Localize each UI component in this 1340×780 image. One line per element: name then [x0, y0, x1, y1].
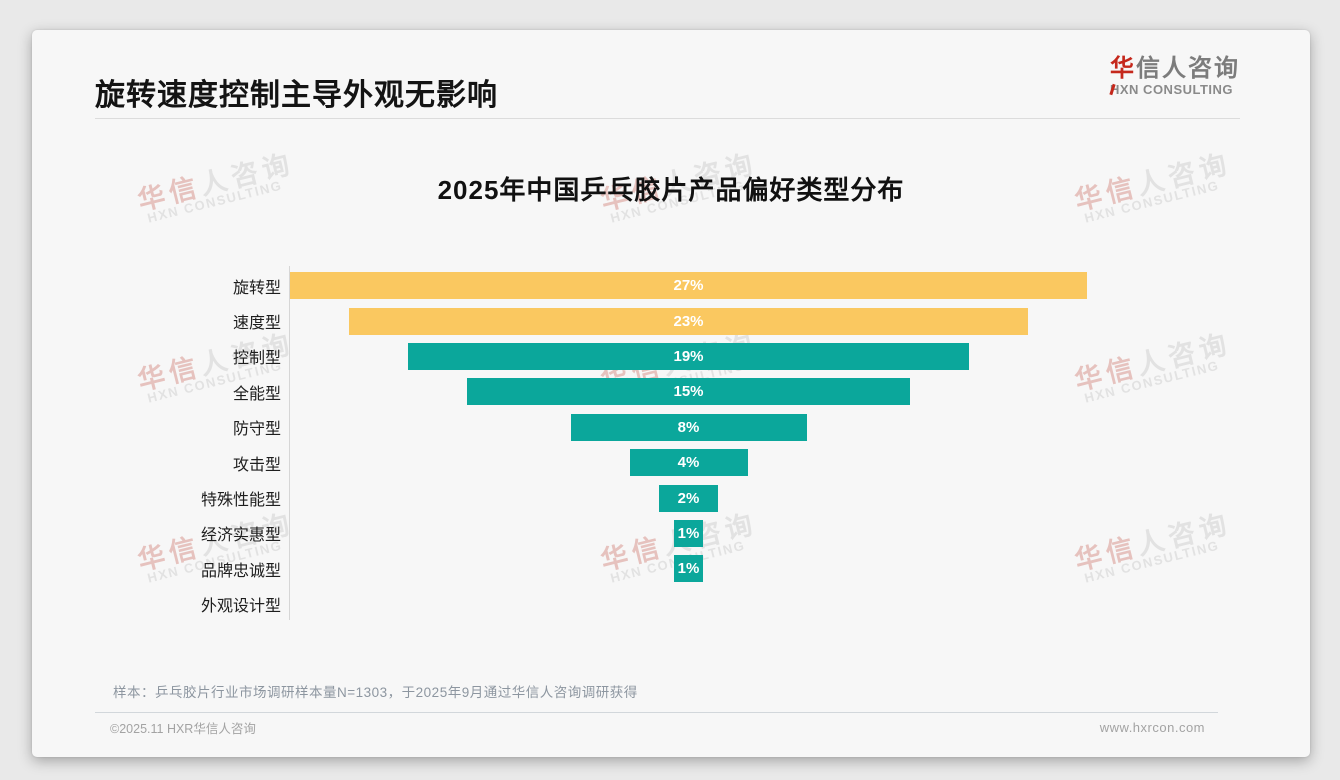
funnel-chart: 旋转型 27% 速度型 23% 控制型 19% 全能型 15% 防守型 8% 攻击型 4% 特殊性能型 2… — [32, 268, 1310, 622]
category-label: 品牌忠诚型 — [200, 562, 281, 580]
bar-value-label: 15% — [673, 383, 704, 401]
copyright-text: ©2025.11 HXR华信人咨询 — [110, 722, 256, 736]
bar-zone: 2% — [290, 484, 1087, 512]
chart-row: 攻击型 4% — [32, 445, 1310, 480]
bar-zone: 23% — [290, 307, 1087, 335]
chart-row: 速度型 23% — [32, 303, 1310, 338]
bar-zone: 1% — [290, 519, 1087, 547]
bar-value-label: 23% — [673, 312, 704, 330]
category-label: 经济实惠型 — [200, 527, 281, 545]
funnel-bar: 19% — [408, 342, 969, 370]
logo-accent-char: 华 — [1110, 55, 1136, 82]
chart-row: 经济实惠型 1% — [32, 516, 1310, 551]
bar-zone: 1% — [290, 555, 1087, 583]
bar-value-label: 4% — [677, 454, 700, 472]
sample-footnote: 样本：乒乓胶片行业市场调研样本量N=1303，于2025年9月通过华信人咨询调研… — [113, 685, 638, 700]
category-label: 旋转型 — [232, 279, 281, 297]
funnel-bar: 23% — [349, 307, 1028, 335]
funnel-bar: 1% — [673, 555, 704, 583]
chart-title: 2025年中国乒乓胶片产品偏好类型分布 — [437, 175, 905, 205]
funnel-bar: 2% — [659, 484, 718, 512]
bar-zone: 27% — [290, 272, 1087, 300]
logo-text: 华信人咨询 — [1110, 55, 1240, 82]
chart-row: 外观设计型 — [32, 587, 1310, 622]
bar-zone: 19% — [290, 342, 1087, 370]
funnel-bar: 27% — [290, 272, 1087, 300]
bar-value-label: 27% — [673, 277, 704, 295]
funnel-bar: 8% — [570, 413, 807, 441]
page-title: 旋转速度控制主导外观无影响 — [95, 79, 498, 112]
category-label: 控制型 — [232, 350, 281, 368]
bar-zone: 15% — [290, 378, 1087, 406]
bar-value-label: 1% — [677, 524, 700, 542]
category-label: 防守型 — [232, 421, 281, 439]
logo-subtitle: HXN CONSULTING — [1109, 82, 1234, 98]
chart-row: 控制型 19% — [32, 339, 1310, 374]
chart-row: 特殊性能型 2% — [32, 480, 1310, 515]
funnel-bar: 1% — [673, 519, 704, 547]
category-label: 特殊性能型 — [200, 492, 281, 510]
bar-zone: 8% — [290, 413, 1087, 441]
bar-value-label: 1% — [677, 560, 700, 578]
header-divider — [95, 118, 1240, 119]
chart-axis-line — [289, 266, 290, 620]
slide-card: 华信人咨询 HXN CONSULTING 华信人咨询 HXN CONSULTING 华信… — [32, 30, 1310, 757]
footer-divider — [95, 712, 1218, 713]
category-label: 外观设计型 — [200, 598, 281, 616]
logo-rest-chars: 信人咨询 — [1136, 55, 1240, 82]
company-logo: 华信人咨询 HXN CONSULTING — [1109, 55, 1240, 98]
chart-row: 旋转型 27% — [32, 268, 1310, 303]
chart-row: 全能型 15% — [32, 374, 1310, 409]
bar-value-label: 8% — [677, 418, 700, 436]
category-label: 全能型 — [232, 385, 281, 403]
bar-value-label: 2% — [677, 489, 700, 507]
bar-zone: 4% — [290, 449, 1087, 477]
category-label: 速度型 — [232, 315, 281, 333]
chart-row: 防守型 8% — [32, 410, 1310, 445]
category-label: 攻击型 — [232, 456, 281, 474]
funnel-bar: 15% — [467, 378, 910, 406]
chart-row: 品牌忠诚型 1% — [32, 551, 1310, 586]
website-url: www.hxrcon.com — [1099, 720, 1205, 735]
funnel-bar: 4% — [629, 449, 748, 477]
bar-value-label: 19% — [673, 347, 704, 365]
